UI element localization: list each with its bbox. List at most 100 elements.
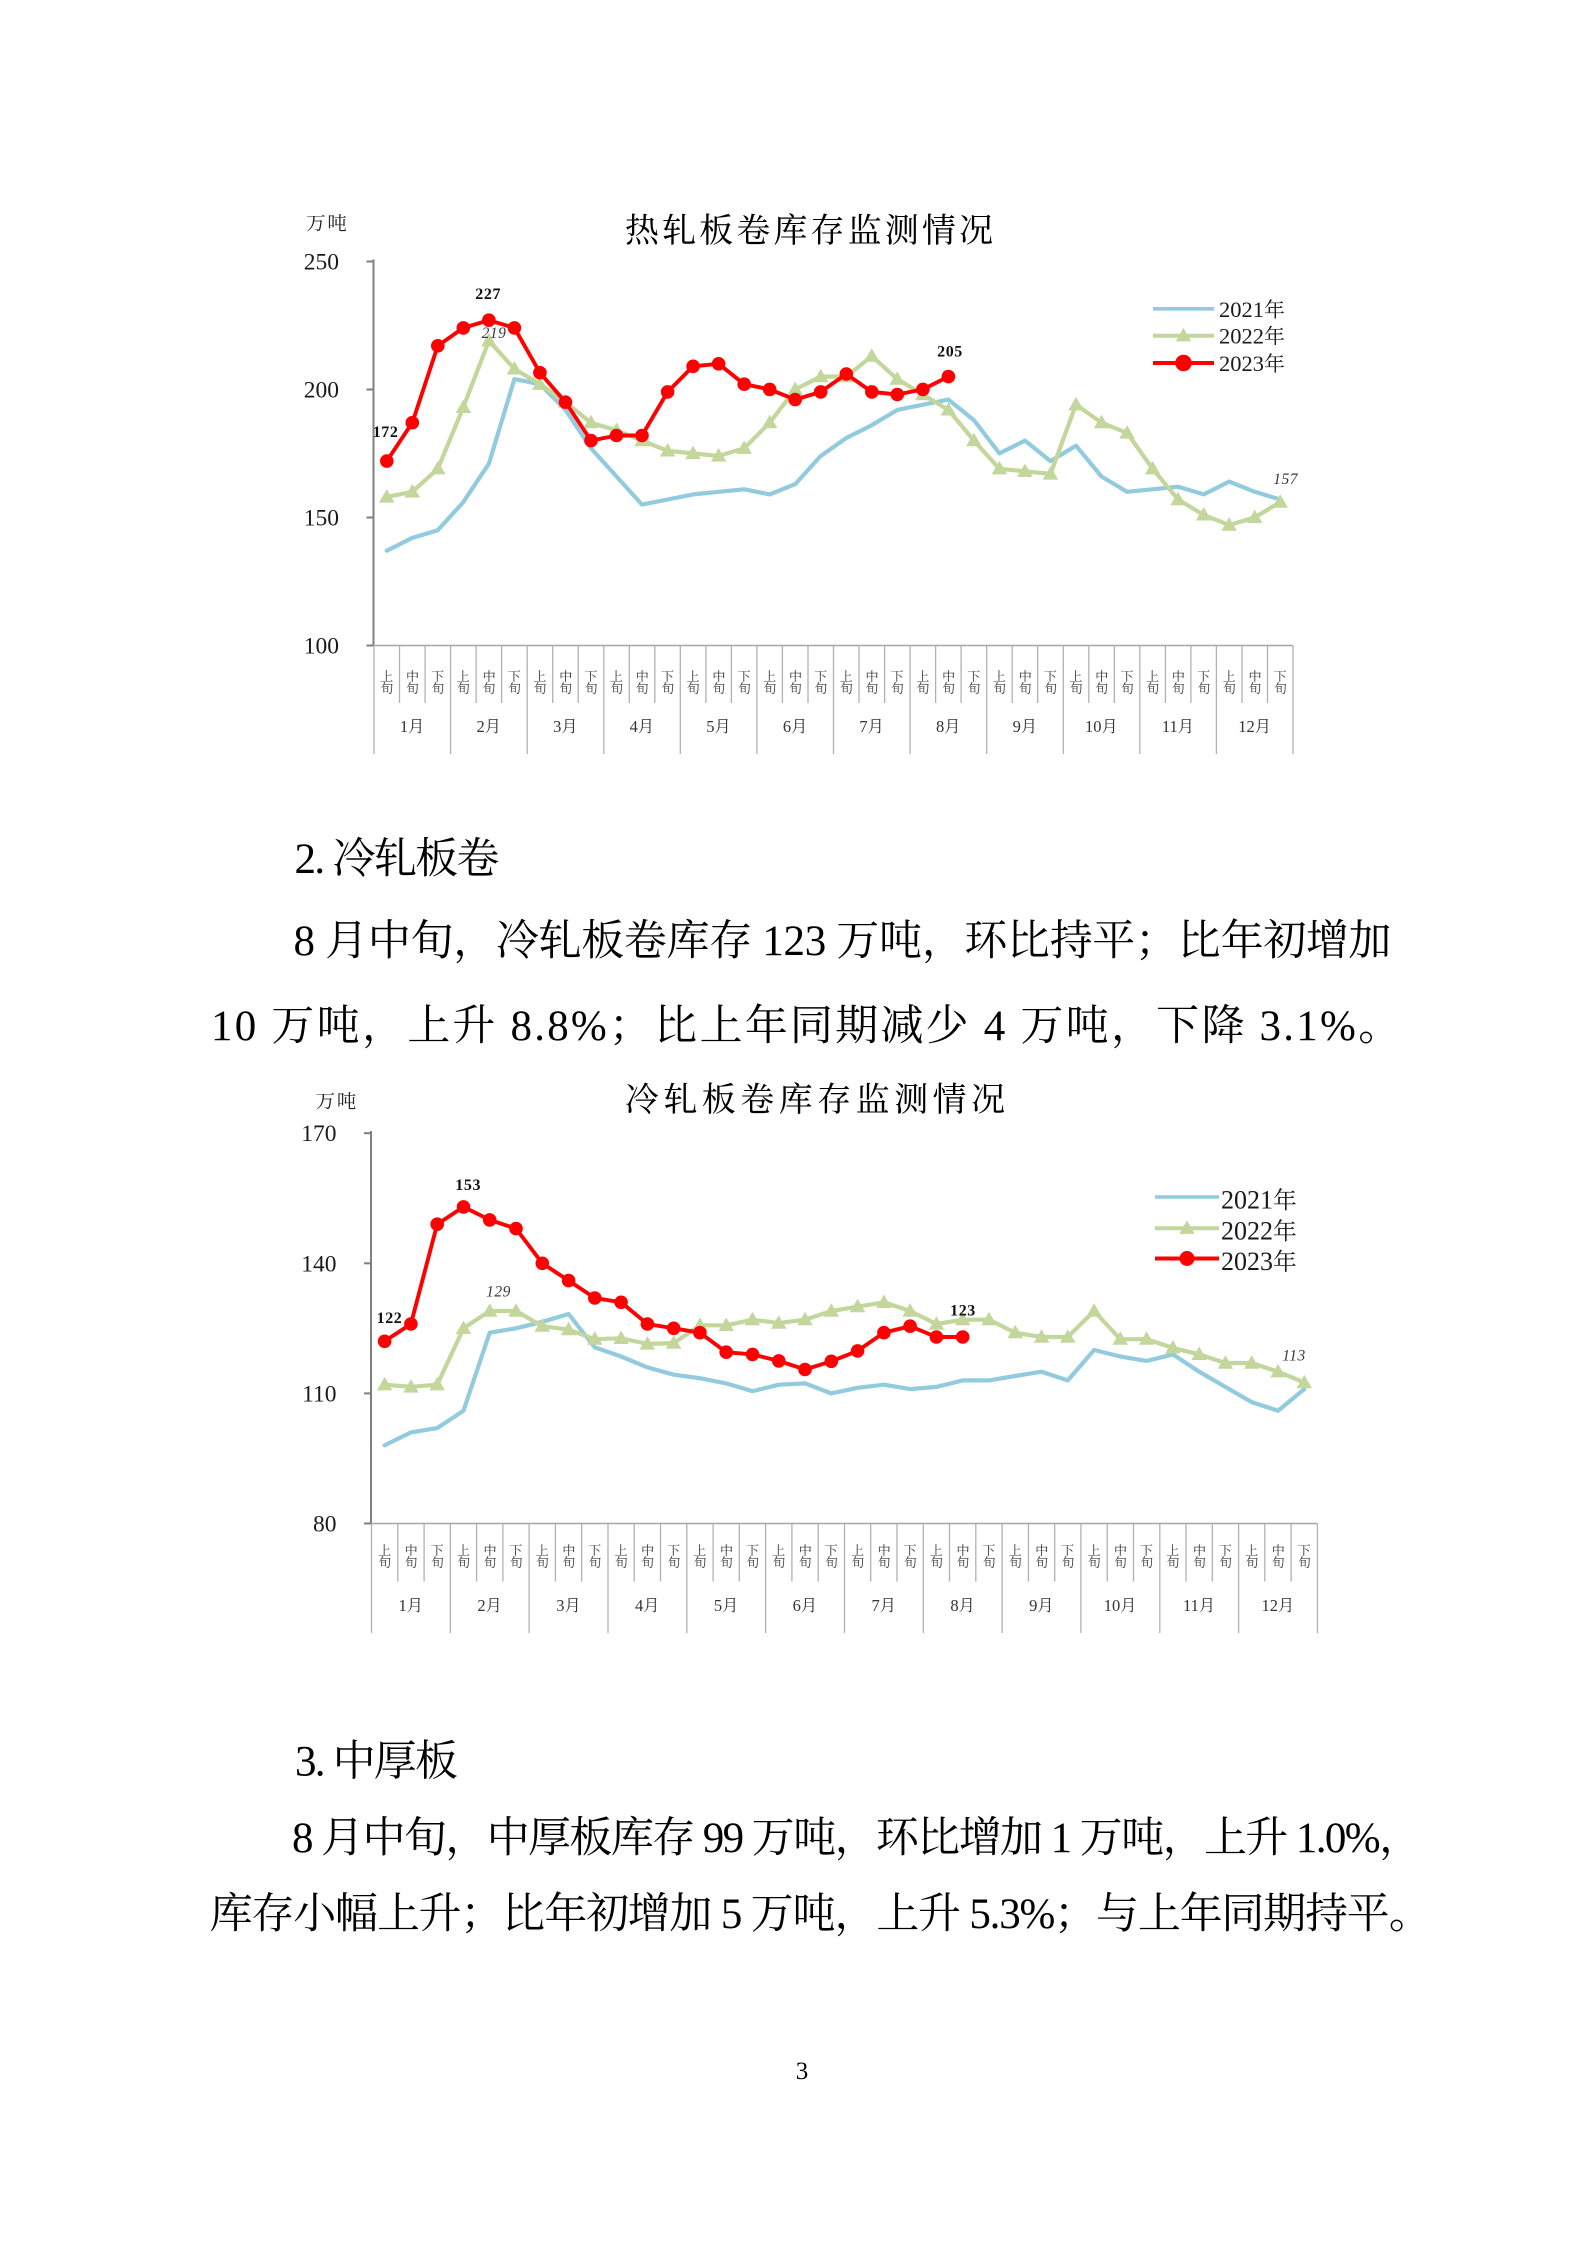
svg-text:旬: 旬 <box>1009 1552 1022 1571</box>
svg-text:万吨: 万吨 <box>306 208 347 236</box>
svg-text:上: 上 <box>1245 1540 1258 1559</box>
svg-text:中: 中 <box>1035 1540 1048 1559</box>
svg-text:157: 157 <box>1273 471 1299 488</box>
svg-text:上: 上 <box>851 1540 864 1559</box>
svg-text:2023年: 2023年 <box>1221 1242 1297 1277</box>
svg-text:旬: 旬 <box>559 678 572 697</box>
svg-text:下: 下 <box>746 1540 759 1559</box>
svg-text:113: 113 <box>1282 1347 1306 1364</box>
svg-text:下: 下 <box>1274 666 1287 685</box>
svg-text:7月: 7月 <box>859 717 884 736</box>
svg-text:3月: 3月 <box>556 1596 581 1615</box>
svg-text:旬: 旬 <box>1193 1552 1206 1571</box>
svg-text:8 月中旬，冷轧板卷库存 123 万吨，环比持平；比年初增加: 8 月中旬，冷轧板卷库存 123 万吨，环比持平；比年初增加 <box>294 918 1392 965</box>
svg-text:下: 下 <box>584 666 597 685</box>
svg-text:旬: 旬 <box>825 1552 838 1571</box>
svg-text:下: 下 <box>1044 666 1057 685</box>
svg-text:旬: 旬 <box>993 678 1006 697</box>
svg-text:旬: 旬 <box>956 1552 969 1571</box>
svg-text:上: 上 <box>772 1540 785 1559</box>
svg-text:旬: 旬 <box>404 1552 417 1571</box>
svg-text:旬: 旬 <box>584 678 597 697</box>
svg-text:旬: 旬 <box>483 1552 496 1571</box>
svg-text:旬: 旬 <box>1271 1552 1284 1571</box>
svg-text:旬: 旬 <box>509 1552 522 1571</box>
svg-text:旬: 旬 <box>536 1552 549 1571</box>
svg-text:旬: 旬 <box>720 1552 733 1571</box>
svg-text:下: 下 <box>588 1540 601 1559</box>
svg-text:旬: 旬 <box>615 1552 628 1571</box>
svg-text:旬: 旬 <box>380 678 393 697</box>
svg-text:4月: 4月 <box>635 1596 660 1615</box>
svg-text:旬: 旬 <box>687 678 700 697</box>
svg-text:旬: 旬 <box>635 678 648 697</box>
svg-text:旬: 旬 <box>789 678 802 697</box>
svg-text:旬: 旬 <box>667 1552 680 1571</box>
svg-text:下: 下 <box>891 666 904 685</box>
svg-text:旬: 旬 <box>1219 1552 1232 1571</box>
svg-text:12月: 12月 <box>1238 717 1271 736</box>
svg-text:中: 中 <box>865 666 878 685</box>
svg-text:上: 上 <box>610 666 623 685</box>
svg-text:下: 下 <box>1298 1540 1311 1559</box>
svg-text:123: 123 <box>950 1302 976 1319</box>
svg-text:热轧板卷库存监测情况: 热轧板卷库存监测情况 <box>625 203 993 252</box>
svg-text:旬: 旬 <box>378 1552 391 1571</box>
svg-text:下: 下 <box>431 1540 444 1559</box>
svg-text:旬: 旬 <box>1298 1552 1311 1571</box>
svg-text:上: 上 <box>615 1540 628 1559</box>
svg-text:中: 中 <box>404 1540 417 1559</box>
svg-text:10月: 10月 <box>1085 717 1118 736</box>
svg-text:上: 上 <box>693 1540 706 1559</box>
svg-text:11月: 11月 <box>1162 717 1194 736</box>
svg-text:227: 227 <box>475 286 501 303</box>
svg-text:2021年: 2021年 <box>1221 1181 1297 1216</box>
svg-text:万吨: 万吨 <box>316 1086 357 1114</box>
svg-text:下: 下 <box>904 1540 917 1559</box>
svg-text:旬: 旬 <box>431 1552 444 1571</box>
svg-text:中: 中 <box>720 1540 733 1559</box>
svg-text:旬: 旬 <box>457 678 470 697</box>
svg-text:上: 上 <box>1088 1540 1101 1559</box>
svg-text:旬: 旬 <box>967 678 980 697</box>
svg-text:150: 150 <box>304 506 339 532</box>
svg-text:80: 80 <box>313 1512 337 1538</box>
svg-text:旬: 旬 <box>840 678 853 697</box>
svg-text:旬: 旬 <box>1172 678 1185 697</box>
svg-text:10月: 10月 <box>1104 1596 1137 1615</box>
svg-text:下: 下 <box>508 666 521 685</box>
svg-text:旬: 旬 <box>406 678 419 697</box>
svg-text:旬: 旬 <box>1166 1552 1179 1571</box>
svg-text:6月: 6月 <box>793 1596 818 1615</box>
svg-text:上: 上 <box>1146 666 1159 685</box>
svg-text:旬: 旬 <box>1095 678 1108 697</box>
svg-text:中: 中 <box>562 1540 575 1559</box>
svg-text:旬: 旬 <box>1018 678 1031 697</box>
svg-text:旬: 旬 <box>533 678 546 697</box>
svg-text:旬: 旬 <box>562 1552 575 1571</box>
svg-text:下: 下 <box>738 666 751 685</box>
svg-text:2023年: 2023年 <box>1219 348 1285 378</box>
svg-text:旬: 旬 <box>1044 678 1057 697</box>
svg-text:219: 219 <box>482 325 507 342</box>
svg-text:中: 中 <box>712 666 725 685</box>
svg-text:旬: 旬 <box>746 1552 759 1571</box>
svg-text:3. 中厚板: 3. 中厚板 <box>295 1739 458 1786</box>
svg-text:旬: 旬 <box>930 1552 943 1571</box>
svg-text:上: 上 <box>457 666 470 685</box>
svg-text:下: 下 <box>982 1540 995 1559</box>
svg-text:中: 中 <box>942 666 955 685</box>
svg-text:旬: 旬 <box>1061 1552 1074 1571</box>
svg-text:上: 上 <box>687 666 700 685</box>
svg-text:旬: 旬 <box>1088 1552 1101 1571</box>
svg-text:中: 中 <box>956 1540 969 1559</box>
svg-text:上: 上 <box>916 666 929 685</box>
svg-text:1月: 1月 <box>400 717 425 736</box>
svg-text:250: 250 <box>304 250 339 276</box>
svg-text:上: 上 <box>763 666 776 685</box>
svg-text:中: 中 <box>1193 1540 1206 1559</box>
svg-text:9月: 9月 <box>1013 717 1038 736</box>
svg-text:下: 下 <box>667 1540 680 1559</box>
svg-text:冷轧板卷库存监测情况: 冷轧板卷库存监测情况 <box>625 1072 1005 1121</box>
svg-text:旬: 旬 <box>1140 1552 1153 1571</box>
